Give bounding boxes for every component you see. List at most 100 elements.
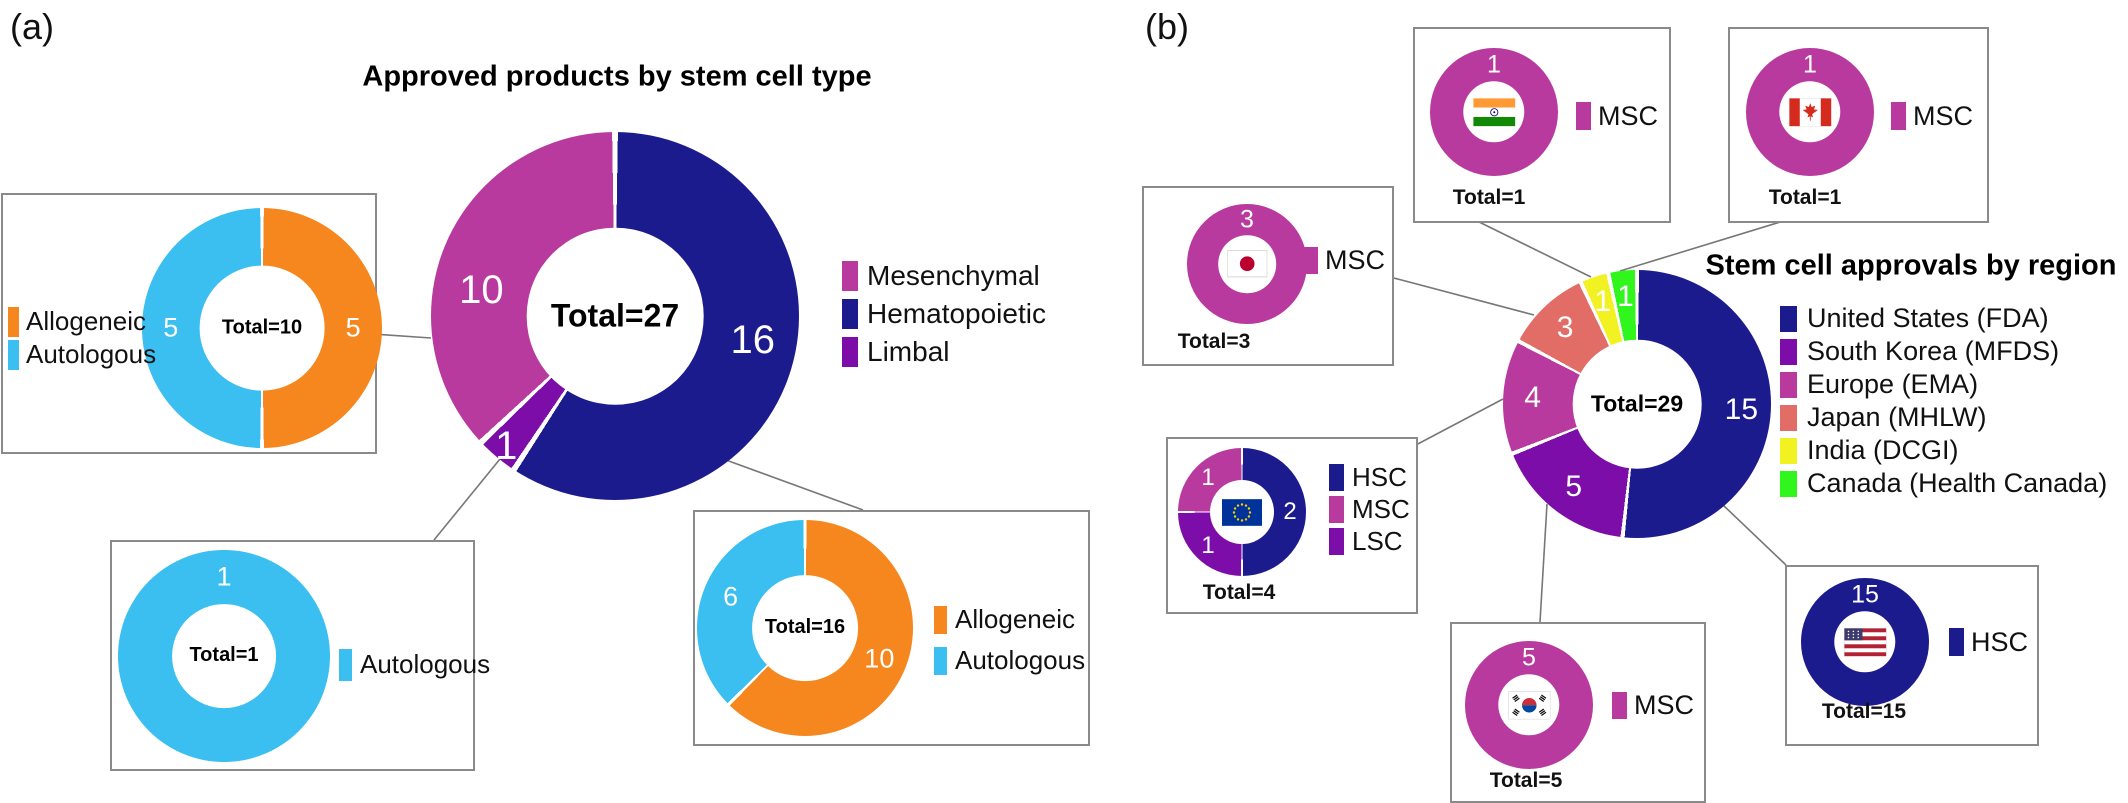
legend-item: Autologous [339, 648, 490, 681]
hematopoietic-breakdown-donut: Total=16 10 6 [697, 520, 913, 736]
united-states-swatch-icon [1780, 305, 1797, 332]
connector-line [1472, 218, 1592, 278]
hematopoietic-breakdown-legend: Allogeneic Autologous [934, 599, 1085, 681]
legend-label: Allogeneic [26, 306, 146, 336]
legend-item: United States (FDA) [1780, 302, 2107, 335]
total-label: Total=1 [1768, 186, 1842, 209]
legend-label: Canada (Health Canada) [1807, 468, 2108, 498]
united-states-breakdown-box: 15 HSC Total=15 [1785, 565, 2039, 746]
region-donut: Total=29 15 5 4 3 1 1 [1503, 270, 1771, 538]
segment-value-label: 1 [1487, 50, 1501, 79]
mesenchymal-breakdown-box: Total=10 5 5 Allogeneic Autologous [1, 193, 382, 454]
legend-item: Autologous [934, 640, 1085, 681]
japan-breakdown-box: 3 MSC Total=3 [1142, 186, 1394, 366]
legend-item: Autologous [8, 338, 156, 371]
panel-b-title: Stem cell approvals by region [1705, 249, 2117, 282]
msc-swatch-icon [1612, 691, 1627, 719]
segment-value-label: 4 [1524, 381, 1541, 415]
segment-value-label: 1 [1201, 464, 1215, 492]
canada-breakdown-box: 1 MSC Total=1 [1728, 27, 1989, 223]
hsc-swatch-icon [1949, 628, 1964, 656]
legend-label: MSC [1325, 244, 1385, 275]
legend-label: MSC [1634, 689, 1694, 720]
segment-value-label: 1 [1617, 280, 1634, 314]
legend-item: Canada (Health Canada) [1780, 467, 2107, 500]
legend-label: MSC [1598, 100, 1658, 131]
legend-label: Autologous [360, 649, 491, 679]
total-label: Total=15 [1821, 700, 1907, 723]
south-korea-swatch-icon [1780, 338, 1797, 365]
legend-item: LSC [1329, 525, 1410, 557]
segment-value-label: 1 [1803, 50, 1817, 79]
donut-hole [1834, 611, 1896, 673]
legend-label: United States (FDA) [1807, 303, 2049, 333]
legend-item: Allogeneic [934, 599, 1085, 640]
segment-value-label: 15 [1724, 392, 1759, 426]
total-label: Total=1 [1452, 186, 1526, 209]
panel-a-label: (a) [10, 6, 54, 47]
india-flag-icon [1473, 98, 1515, 126]
legend-label: LSC [1352, 525, 1403, 556]
msc-swatch-icon [1891, 102, 1906, 130]
japan-breakdown-donut: 3 [1187, 204, 1307, 324]
legend-label: South Korea (MFDS) [1807, 336, 2060, 366]
total-label: Total=1 [189, 644, 259, 667]
legend-label: Limbal [867, 336, 950, 367]
connector-line [1539, 503, 1548, 623]
india-swatch-icon [1780, 437, 1797, 464]
segment-value-label: 1 [216, 561, 232, 592]
legend-item: South Korea (MFDS) [1780, 335, 2107, 368]
allogeneic-swatch-icon [8, 306, 19, 337]
legend-label: Hematopoietic [867, 298, 1046, 329]
japan-flag-icon [1227, 250, 1267, 278]
donut-hole: Total=27 [526, 227, 704, 405]
legend-item: MSC [1891, 100, 1973, 131]
connector-line [1413, 398, 1504, 447]
donut-hole: Total=10 [199, 265, 325, 391]
donut-hole: Total=16 [752, 575, 858, 681]
europe-breakdown-box: 2 1 1 HSC MSC LSC Total=4 [1166, 437, 1418, 614]
south-korea-breakdown-box: 5 MSC Total=5 [1450, 622, 1706, 803]
connector-line [1389, 276, 1535, 316]
legend-item: MSC [1576, 100, 1658, 131]
segment-value-label: 3 [1240, 205, 1254, 234]
total-label: Total=16 [764, 616, 846, 639]
legend-item: Limbal [842, 333, 1046, 371]
india-breakdown-box: 1 MSC Total=1 [1413, 27, 1671, 223]
legend-label: HSC [1352, 461, 1407, 492]
legend-item: Hematopoietic [842, 295, 1046, 333]
total-label: Total=3 [1177, 330, 1251, 353]
donut-hole [1779, 81, 1841, 143]
msc-swatch-icon [1576, 102, 1591, 130]
connector-line [725, 459, 864, 511]
total-label: Total=4 [1202, 581, 1276, 604]
segment-value-label: 1 [1594, 285, 1612, 319]
legend-label: Japan (MHLW) [1807, 402, 1987, 432]
autologous-swatch-icon [934, 646, 947, 675]
legend-item: MSC [1612, 689, 1694, 720]
legend-label: MSC [1913, 100, 1973, 131]
legend-item: Mesenchymal [842, 257, 1046, 295]
mesenchymal-swatch-icon [842, 261, 858, 291]
segment-value-label: 3 [1556, 311, 1574, 345]
mesenchymal-breakdown-legend: Allogeneic Autologous [8, 305, 156, 371]
segment-value-label: 5 [345, 312, 361, 343]
us-flag-icon [1844, 628, 1886, 656]
legend-item: Allogeneic [8, 305, 156, 338]
limbal-swatch-icon [842, 337, 858, 367]
india-breakdown-donut: 1 [1430, 48, 1558, 176]
legend-label: Autologous [955, 645, 1086, 675]
legend-item: HSC [1329, 461, 1410, 493]
legend-label: MSC [1352, 493, 1410, 524]
segment-value-label: 5 [1522, 643, 1536, 672]
panel-b-label: (b) [1145, 6, 1189, 47]
united-states-breakdown-donut: 15 [1801, 578, 1929, 706]
panel-a-title: Approved products by stem cell type [362, 60, 872, 93]
south-korea-breakdown-donut: 5 [1465, 641, 1593, 769]
donut-hole [1210, 480, 1274, 544]
limbal-breakdown-donut: Total=1 1 [118, 550, 330, 762]
total-label: Total=29 [1590, 390, 1684, 417]
europe-breakdown-donut: 2 1 1 [1178, 448, 1306, 576]
